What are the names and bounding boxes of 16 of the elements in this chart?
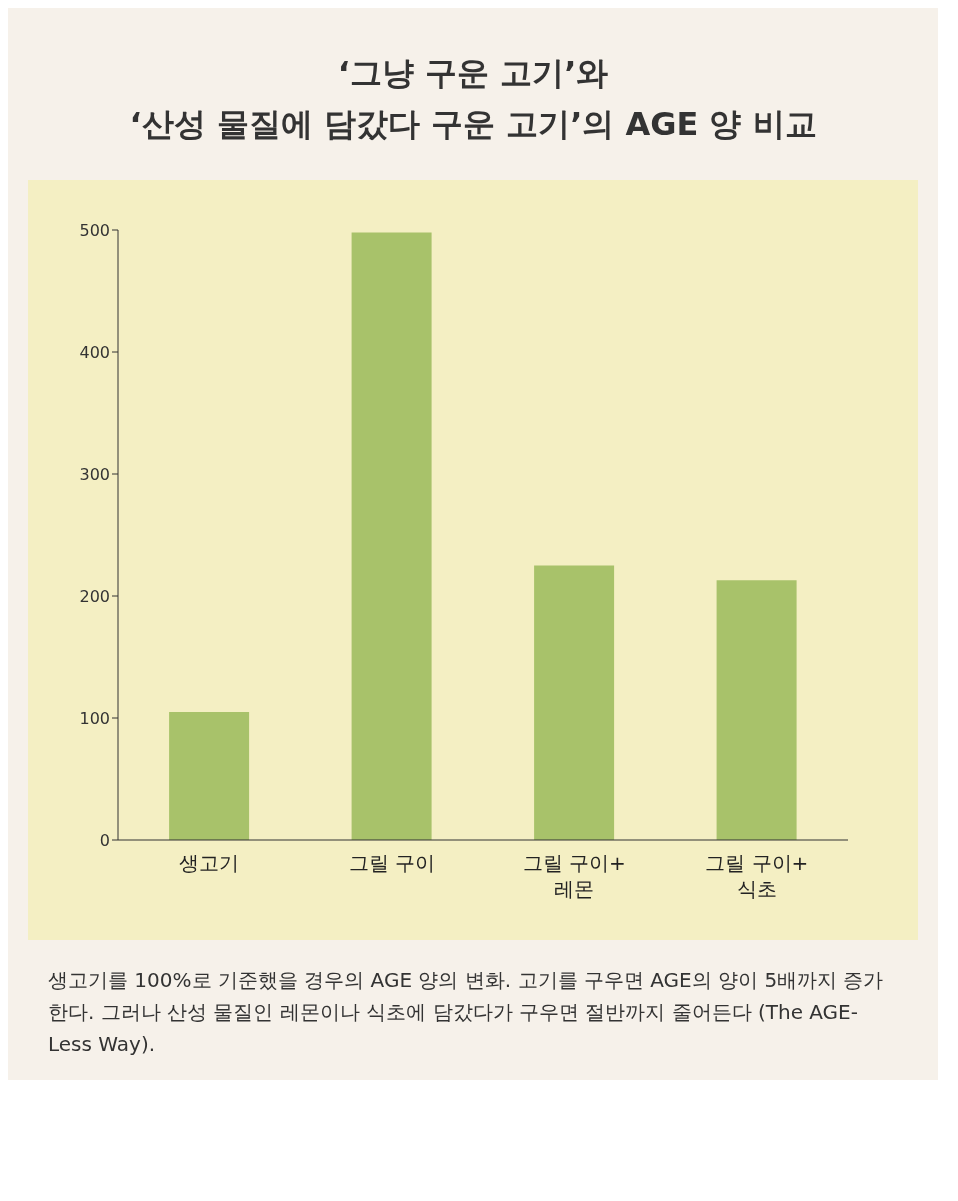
y-tick-label: 100 bbox=[79, 709, 110, 729]
y-tick-label: 300 bbox=[79, 465, 110, 485]
x-tick-label: 그릴 구이 bbox=[348, 851, 435, 876]
x-tick-label: 그릴 구이+ 식초 bbox=[705, 851, 809, 902]
y-tick-label: 400 bbox=[79, 343, 110, 363]
text: 생고기를 100%로 기준했을 경우의 AGE 양의 변화. 고기를 구우면 AGE의 양이 5배까지 증가한다. 그러나 산성 물질인 레몬이나 식초에 담갔다가 구우면 절반까지 줄어든다 (The AGE-Less Way). bbox=[48, 967, 885, 1059]
x-tick-label: 그릴 구이+ 레몬 bbox=[522, 851, 626, 902]
x-tick-label: 생고기 bbox=[179, 851, 240, 876]
y-tick-label: 500 bbox=[79, 221, 110, 241]
bar bbox=[169, 712, 250, 841]
y-tick-label: 200 bbox=[79, 587, 110, 607]
chart-title: ‘그냥 구운 고기’와 ‘산성 물질에 담갔다 구운 고기’의 AGE 양 비교 bbox=[128, 53, 818, 146]
y-tick-label: 0 bbox=[99, 831, 110, 851]
bar bbox=[716, 580, 797, 841]
bar bbox=[534, 565, 615, 841]
bar bbox=[351, 232, 432, 841]
